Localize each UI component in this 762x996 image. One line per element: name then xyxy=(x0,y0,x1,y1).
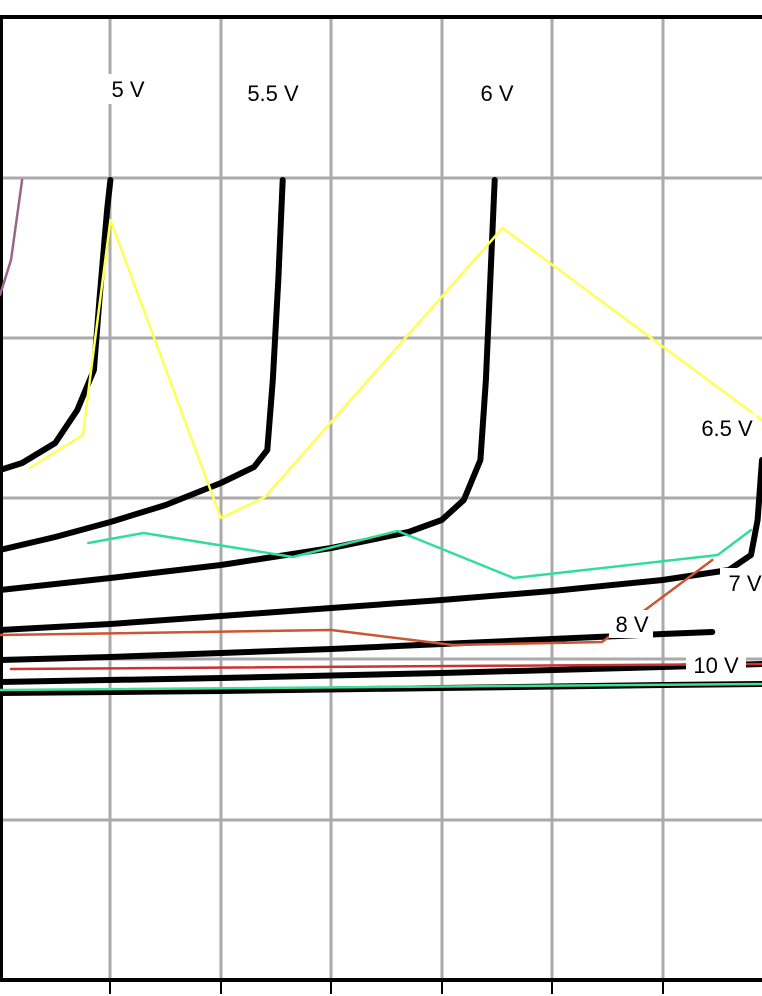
overlay-line-4 xyxy=(0,682,762,692)
x-axis-ticks xyxy=(109,980,664,994)
plot-frame xyxy=(0,15,762,982)
label-8v: 8 V xyxy=(615,612,648,637)
label-6v: 6 V xyxy=(480,81,513,106)
label-5v: 5 V xyxy=(111,77,144,102)
label-10v: 10 V xyxy=(693,653,739,678)
overlay-line-2 xyxy=(0,558,714,647)
label-5-5v: 5.5 V xyxy=(247,81,299,106)
overlay-line-0 xyxy=(28,218,762,520)
overlay-line-3 xyxy=(9,662,762,671)
series-line-6v xyxy=(0,177,498,593)
overlay-line-1 xyxy=(87,528,753,580)
series-line-6-5v xyxy=(0,457,762,633)
overlay-layer xyxy=(0,178,762,692)
grid xyxy=(0,17,762,980)
series-line-5v xyxy=(0,177,114,473)
overlay-line-5 xyxy=(0,178,24,297)
label-7v: 7 V xyxy=(728,571,761,596)
series-line-5-5v xyxy=(0,177,286,553)
curve-labels: 5 V 5.5 V 6 V 6.5 V 7 V 8 V 10 V xyxy=(106,74,762,679)
series-line-7v xyxy=(0,629,716,663)
label-6-5v: 6.5 V xyxy=(701,416,753,441)
